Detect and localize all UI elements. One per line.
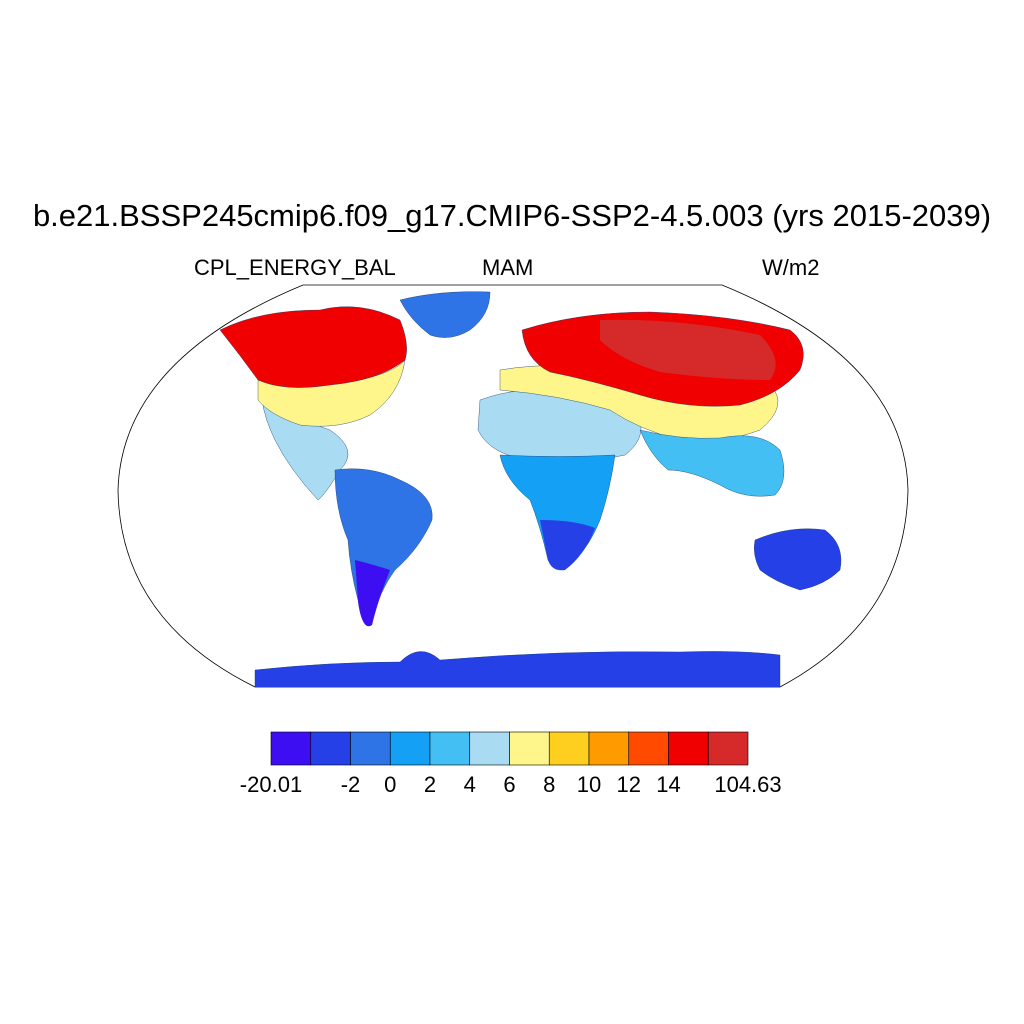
plot-title: b.e21.BSSP245cmip6.f09_g17.CMIP6-SSP2-4.… bbox=[32, 198, 992, 233]
colorbar-swatch bbox=[350, 731, 391, 766]
season-label: MAM bbox=[482, 255, 534, 280]
land-layer bbox=[219, 291, 842, 687]
region-south-america-tip bbox=[355, 560, 390, 627]
colorbar-tick-label: 2 bbox=[423, 772, 437, 797]
colorbar-swatch bbox=[509, 731, 550, 766]
region-siberia-dark bbox=[600, 319, 776, 380]
colorbar-swatch bbox=[588, 731, 630, 766]
colorbar-swatch bbox=[668, 731, 709, 766]
colorbar-tick-label: 8 bbox=[543, 772, 556, 797]
region-greenland bbox=[399, 291, 491, 338]
region-antarctica bbox=[254, 651, 781, 687]
region-africa-tip bbox=[540, 520, 595, 571]
colorbar-swatch bbox=[389, 731, 431, 766]
region-australia bbox=[753, 528, 842, 591]
colorbar-tick-label: -2 bbox=[340, 772, 361, 797]
colorbar-swatch bbox=[548, 731, 590, 766]
colorbar-tick-label: -20.01 bbox=[239, 772, 303, 797]
colorbar-tick-label: 0 bbox=[384, 772, 397, 797]
colorbar-tick-label: 104.63 bbox=[714, 772, 782, 797]
variable-label: CPL_ENERGY_BAL bbox=[194, 255, 396, 280]
colorbar-swatch bbox=[628, 731, 669, 766]
colorbar-tick-label: 4 bbox=[463, 772, 476, 797]
colorbar-swatch bbox=[429, 731, 471, 766]
colorbar-swatch bbox=[270, 731, 312, 766]
colorbar-tick-label: 12 bbox=[616, 772, 641, 797]
colorbar-tick-label: 6 bbox=[503, 772, 516, 797]
colorbar bbox=[270, 731, 749, 766]
region-north-america-north bbox=[219, 306, 407, 388]
colorbar-tick-label: 14 bbox=[656, 772, 681, 797]
region-south-asia bbox=[639, 429, 785, 497]
colorbar-swatch bbox=[469, 731, 510, 766]
units-label: W/m2 bbox=[762, 255, 820, 280]
region-north-america-south bbox=[261, 399, 349, 501]
colorbar-swatch bbox=[707, 731, 749, 766]
colorbar-tick-label: 10 bbox=[576, 772, 602, 797]
colorbar-swatch bbox=[310, 731, 351, 766]
